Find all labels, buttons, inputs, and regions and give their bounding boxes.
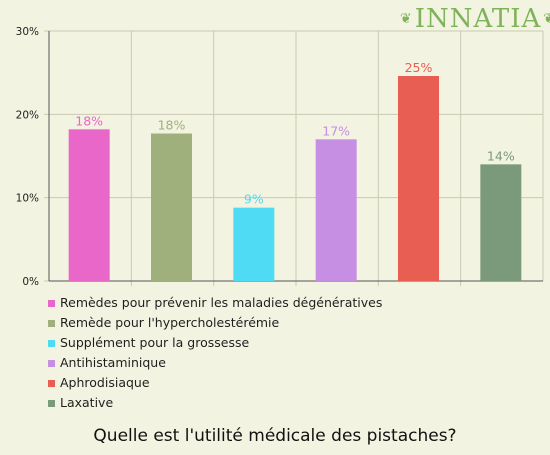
bar-value-label: 9%: [244, 192, 264, 207]
legend-label: Aphrodisiaque: [60, 375, 150, 390]
legend-item: Aphrodisiaque: [48, 373, 382, 393]
legend-swatch: [48, 379, 55, 387]
legend-label: Remèdes pour prévenir les maladies dégén…: [60, 295, 383, 310]
legend-label: Supplément pour la grossesse: [60, 335, 250, 350]
legend-item: Laxative: [48, 393, 382, 413]
leaf-right-icon: ❦: [543, 11, 550, 27]
legend-label: Laxative: [60, 395, 114, 410]
leaf-left-icon: ❦: [400, 11, 413, 27]
bar: [315, 139, 357, 281]
y-tick-label: 30%: [16, 26, 39, 38]
bar-value-label: 18%: [158, 118, 186, 133]
bar-value-label: 25%: [405, 60, 433, 75]
brand-text: INNATIA: [414, 4, 542, 34]
legend-item: Remèdes pour prévenir les maladies dégén…: [48, 293, 382, 313]
bar: [480, 164, 522, 281]
legend-swatch: [48, 359, 55, 367]
legend-label: Antihistaminique: [60, 355, 166, 370]
legend-label: Remède pour l'hypercholestérémie: [60, 315, 280, 330]
bar: [233, 207, 275, 281]
chart-caption: Quelle est l'utilité médicale des pistac…: [93, 426, 457, 446]
brand-logo: ❦ INNATIA ❦: [398, 4, 550, 34]
legend-swatch: [48, 399, 55, 407]
y-tick-label: 10%: [16, 193, 39, 205]
bar-value-label: 17%: [322, 123, 350, 138]
chart-legend: Remèdes pour prévenir les maladies dégén…: [48, 293, 382, 413]
y-tick-label: 20%: [16, 109, 39, 121]
legend-swatch: [48, 299, 55, 307]
legend-item: Remède pour l'hypercholestérémie: [48, 313, 382, 333]
bar-chart: 0% 10% 20% 30% 18% 18% 9% 17% 25% 14%: [16, 26, 544, 288]
bar: [151, 133, 192, 281]
bar-value-label: 14%: [487, 148, 515, 163]
legend-swatch: [48, 319, 55, 327]
bar-value-label: 18%: [75, 113, 103, 128]
legend-item: Supplément pour la grossesse: [48, 333, 382, 353]
bar: [68, 129, 110, 281]
y-tick-label: 0%: [22, 276, 39, 288]
bar: [398, 76, 439, 281]
legend-swatch: [48, 339, 55, 347]
legend-item: Antihistaminique: [48, 353, 382, 373]
